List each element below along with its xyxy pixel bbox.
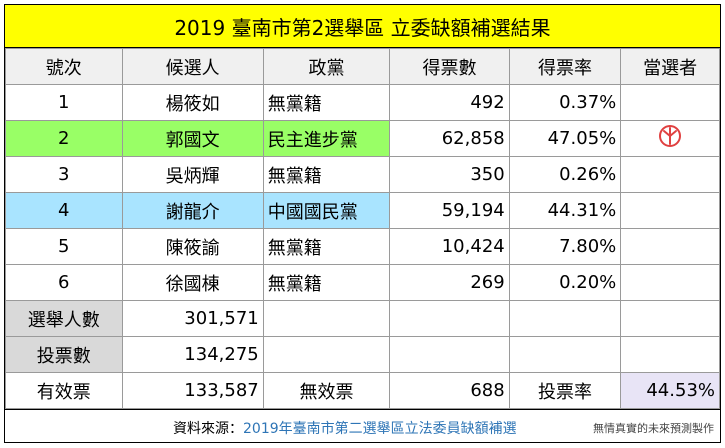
turnout-votes-label: 投票數 bbox=[5, 336, 123, 373]
candidate-name: 謝龍介 bbox=[121, 192, 264, 229]
candidate-votes: 492 bbox=[389, 84, 510, 121]
summary-row-turnout: 投票數 134,275 bbox=[5, 336, 720, 373]
candidate-elected bbox=[620, 120, 720, 157]
candidate-number: 3 bbox=[5, 156, 123, 193]
turnout-rate-label: 投票率 bbox=[508, 372, 622, 409]
summary-row-electorate: 選舉人數 301,571 bbox=[5, 300, 720, 337]
candidate-rate: 7.80% bbox=[508, 228, 622, 265]
candidate-name: 吳炳輝 bbox=[121, 156, 264, 193]
elected-stamp-icon bbox=[658, 124, 682, 153]
candidate-votes: 62,858 bbox=[389, 120, 510, 157]
valid-value: 133,587 bbox=[121, 372, 264, 409]
summary-row-valid: 有效票 133,587 無效票 688 投票率 44.53% bbox=[5, 372, 720, 409]
candidate-party: 無黨籍 bbox=[262, 156, 391, 193]
candidate-number: 4 bbox=[5, 192, 123, 229]
candidate-number: 1 bbox=[5, 84, 123, 121]
candidate-elected bbox=[620, 264, 720, 301]
header-votes: 得票數 bbox=[389, 48, 510, 85]
candidate-votes: 350 bbox=[389, 156, 510, 193]
candidate-number: 2 bbox=[5, 120, 123, 157]
candidate-elected bbox=[620, 192, 720, 229]
electorate-label: 選舉人數 bbox=[5, 300, 123, 337]
table-row: 3 吳炳輝 無黨籍 350 0.26% bbox=[5, 156, 720, 193]
turnout-votes-value: 134,275 bbox=[121, 336, 264, 373]
candidate-party: 無黨籍 bbox=[262, 264, 391, 301]
candidate-elected bbox=[620, 84, 720, 121]
candidate-elected bbox=[620, 228, 720, 265]
candidate-rate: 0.37% bbox=[508, 84, 622, 121]
table-row: 4 謝龍介 中國國民黨 59,194 44.31% bbox=[5, 192, 720, 229]
candidate-votes: 10,424 bbox=[389, 228, 510, 265]
candidate-elected bbox=[620, 156, 720, 193]
candidate-rate: 0.20% bbox=[508, 264, 622, 301]
source-link[interactable]: 2019年臺南市第二選舉區立法委員缺額補選 bbox=[243, 421, 517, 437]
valid-label: 有效票 bbox=[5, 372, 123, 409]
candidate-votes: 269 bbox=[389, 264, 510, 301]
candidate-votes: 59,194 bbox=[389, 192, 510, 229]
source-label: 資料來源： bbox=[173, 421, 243, 437]
candidate-name: 徐國棟 bbox=[121, 264, 264, 301]
page-title: 2019 臺南市第2選舉區 立委缺額補選結果 bbox=[5, 5, 720, 48]
candidate-number: 6 bbox=[5, 264, 123, 301]
candidate-party: 無黨籍 bbox=[262, 228, 391, 265]
candidate-party: 中國國民黨 bbox=[262, 192, 391, 229]
results-sheet: 2019 臺南市第2選舉區 立委缺額補選結果 號次 候選人 政黨 得票數 得票率… bbox=[4, 4, 721, 443]
candidate-number: 5 bbox=[5, 228, 123, 265]
table-row: 5 陳筱諭 無黨籍 10,424 7.80% bbox=[5, 228, 720, 265]
candidate-name: 陳筱諭 bbox=[121, 228, 264, 265]
turnout-rate-value: 44.53% bbox=[620, 372, 720, 409]
credit-text: 無情真實的未來預測製作 bbox=[593, 422, 714, 435]
candidate-party: 民主進步黨 bbox=[262, 120, 391, 157]
candidate-rate: 0.26% bbox=[508, 156, 622, 193]
header-row: 號次 候選人 政黨 得票數 得票率 當選者 bbox=[5, 48, 720, 85]
candidate-rate: 44.31% bbox=[508, 192, 622, 229]
source-note: 資料來源：2019年臺南市第二選舉區立法委員缺額補選 bbox=[173, 418, 517, 438]
table-row: 1 楊筱如 無黨籍 492 0.37% bbox=[5, 84, 720, 121]
candidate-rate: 47.05% bbox=[508, 120, 622, 157]
candidate-name: 楊筱如 bbox=[121, 84, 264, 121]
footer: 資料來源：2019年臺南市第二選舉區立法委員缺額補選 無情真實的未來預測製作 bbox=[5, 409, 720, 443]
table-row: 2 郭國文 民主進步黨 62,858 47.05% bbox=[5, 120, 720, 157]
header-elected: 當選者 bbox=[620, 48, 720, 85]
header-number: 號次 bbox=[5, 48, 123, 85]
electorate-value: 301,571 bbox=[121, 300, 264, 337]
candidate-name: 郭國文 bbox=[121, 120, 264, 157]
results-table: 號次 候選人 政黨 得票數 得票率 當選者 1 楊筱如 無黨籍 492 0.37… bbox=[5, 48, 720, 409]
header-rate: 得票率 bbox=[508, 48, 622, 85]
invalid-label: 無效票 bbox=[262, 372, 391, 409]
header-party: 政黨 bbox=[262, 48, 391, 85]
table-row: 6 徐國棟 無黨籍 269 0.20% bbox=[5, 264, 720, 301]
candidate-party: 無黨籍 bbox=[262, 84, 391, 121]
invalid-value: 688 bbox=[389, 372, 510, 409]
header-candidate: 候選人 bbox=[121, 48, 264, 85]
